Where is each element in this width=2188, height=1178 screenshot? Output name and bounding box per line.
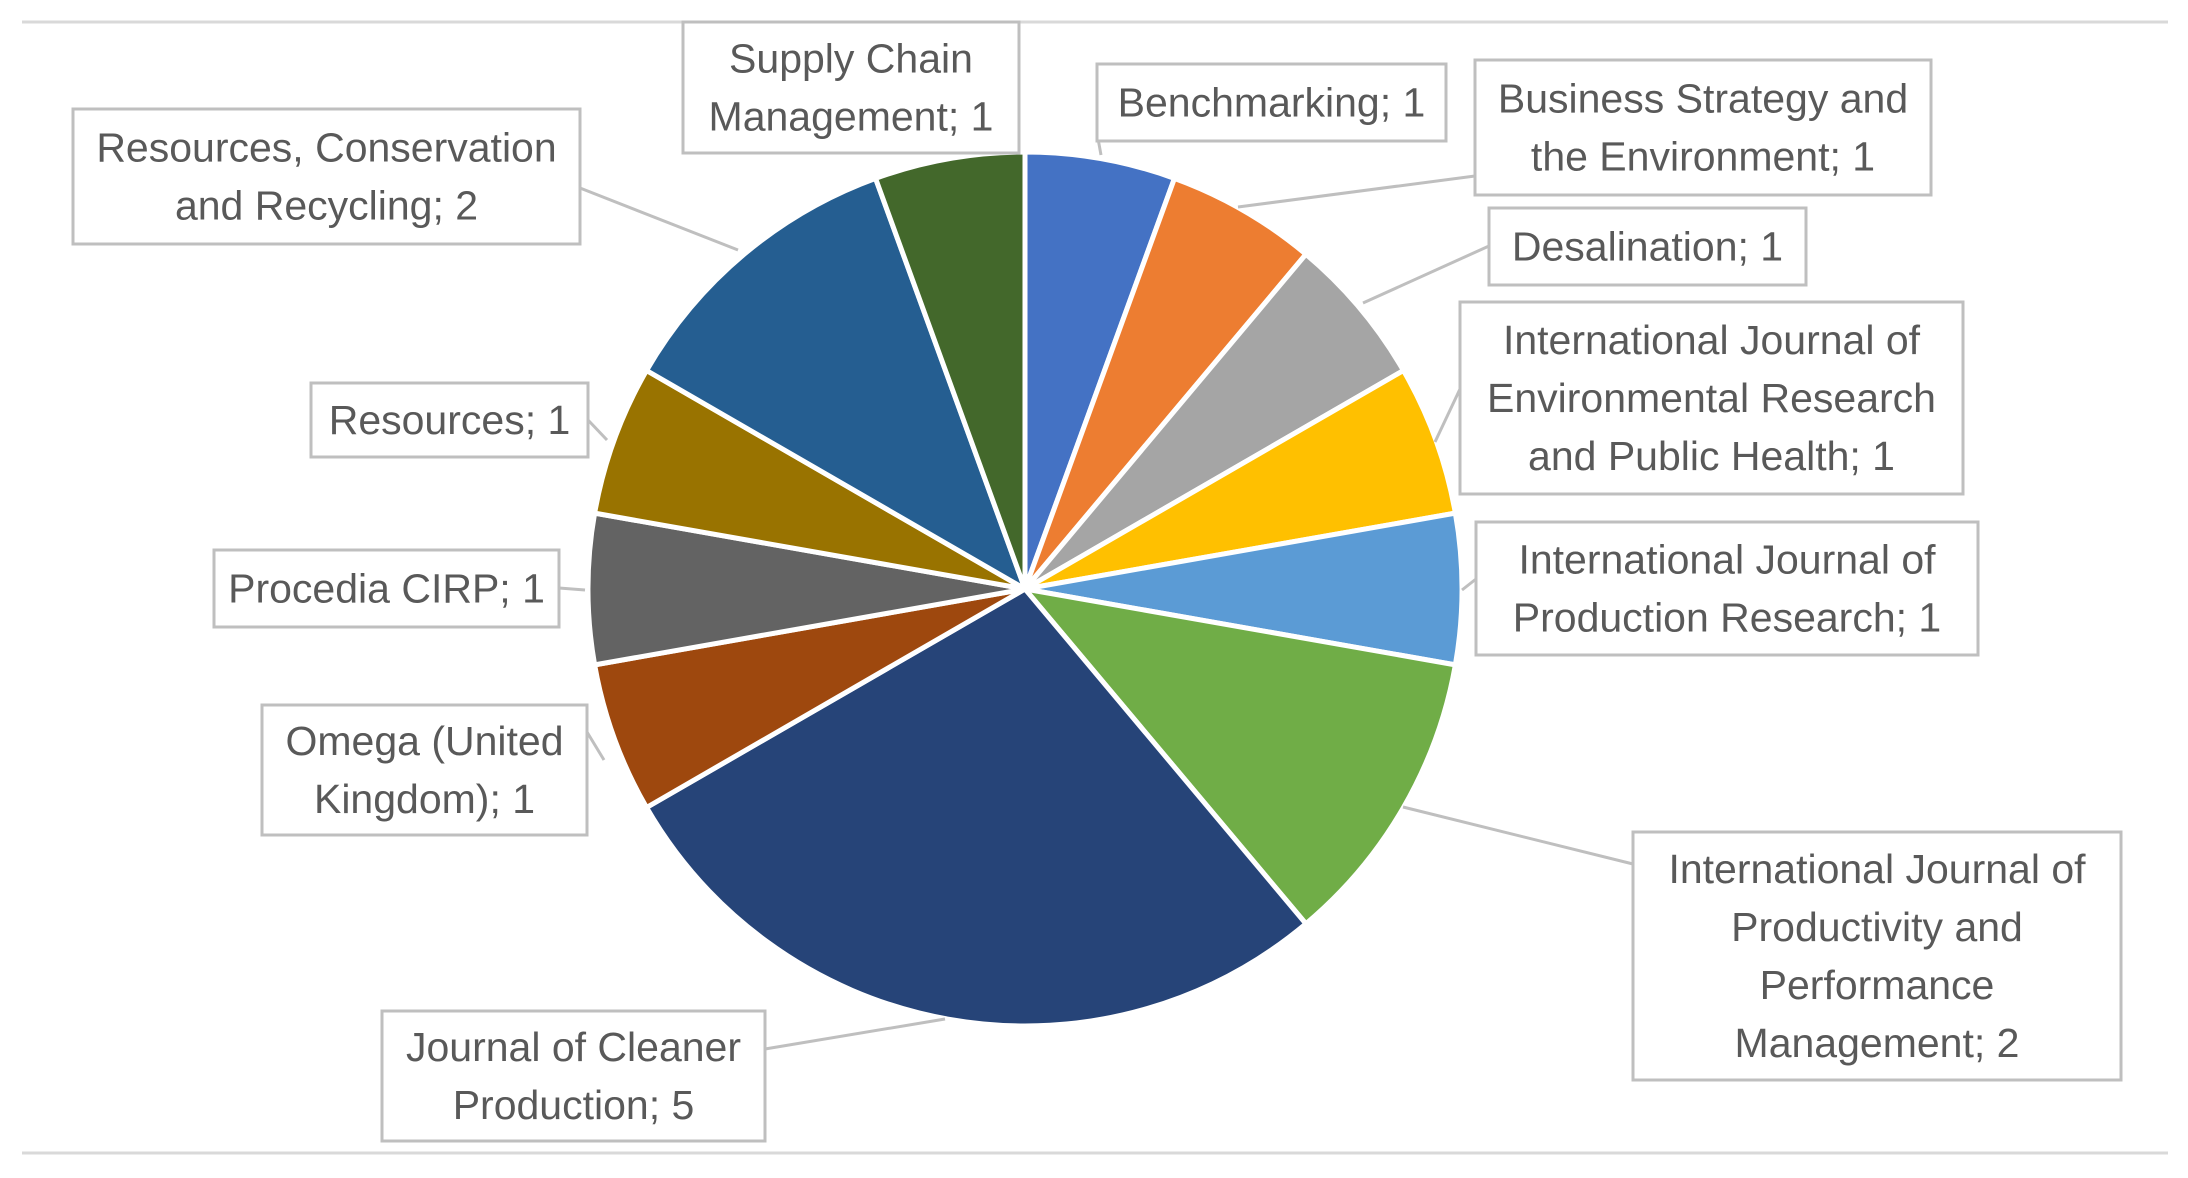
label-line: Resources; 1 — [329, 397, 571, 443]
label-text-7: Journal of Cleaner Production; 5 — [406, 1024, 741, 1128]
label-text-8: Omega (United Kingdom); 1 — [285, 718, 563, 822]
leader-line-8 — [585, 731, 606, 761]
label-line: Desalination; 1 — [1512, 224, 1783, 270]
label-line: Benchmarking; 1 — [1118, 80, 1426, 126]
label-text-5: International Journal of Production Resea… — [1513, 537, 1941, 641]
leader-line-5 — [1461, 577, 1477, 592]
label-box-12 — [681, 20, 1021, 155]
label-line: Procedia CIRP; 1 — [228, 566, 545, 612]
label-line: and Public Health; 1 — [1528, 433, 1895, 479]
label-text-2: Business Strategy and the Environment; 1 — [1498, 76, 1908, 180]
pie-slice-8 — [592, 586, 1028, 810]
pie-slices — [585, 149, 1465, 1029]
label-line: International Journal of — [1518, 537, 1936, 583]
label-box-4 — [1458, 300, 1965, 496]
label-line: Performance — [1760, 962, 1995, 1008]
label-line: Resources, Conservation — [96, 125, 556, 171]
label-text-11: Resources, Conservation and Recycling; 2 — [96, 125, 556, 229]
label-line: Management; 1 — [709, 94, 994, 140]
data-label-1: Benchmarking; 1 — [1095, 62, 1448, 156]
data-label-2: Business Strategy and the Environment; 1 — [1237, 58, 1933, 209]
label-line: Supply Chain — [729, 36, 973, 82]
pie-slice-9 — [585, 510, 1028, 668]
label-line: Environmental Research — [1487, 375, 1936, 421]
leader-line-11 — [579, 186, 739, 252]
data-label-10: Resources; 1 — [309, 381, 609, 459]
label-line: International Journal of — [1503, 317, 1921, 363]
leader-line-6 — [1402, 805, 1634, 866]
label-box-1 — [1095, 62, 1448, 143]
data-label-3: Desalination; 1 — [1362, 206, 1808, 305]
data-label-11: Resources, Conservation and Recycling; 2 — [71, 107, 739, 252]
label-text-4: International Journal of Environmental Re… — [1487, 317, 1936, 479]
label-box-7 — [380, 1009, 767, 1143]
label-box-9 — [212, 548, 561, 629]
label-line: Journal of Cleaner — [406, 1024, 741, 1070]
pie-slice-11 — [644, 175, 1028, 592]
label-line: Business Strategy and — [1498, 76, 1908, 122]
pie-slice-12 — [873, 149, 1028, 592]
leader-line-10 — [586, 418, 609, 442]
pie-data-labels: Benchmarking; 1 Business Strategy and the … — [71, 20, 2123, 1143]
label-line: and Recycling; 2 — [175, 183, 478, 229]
data-label-5: International Journal of Production Resea… — [1461, 520, 1980, 657]
leader-line-2 — [1237, 174, 1476, 209]
label-line: Production; 5 — [453, 1082, 695, 1128]
label-text-9: Procedia CIRP; 1 — [228, 566, 545, 612]
label-line: Kingdom); 1 — [314, 776, 535, 822]
data-label-8: Omega (United Kingdom); 1 — [260, 703, 606, 837]
label-box-6 — [1631, 830, 2123, 1082]
pie-slice-3 — [1022, 251, 1406, 592]
data-label-12: Supply Chain Management; 1 — [681, 20, 1021, 155]
data-label-9: Procedia CIRP; 1 — [212, 548, 586, 629]
label-text-1: Benchmarking; 1 — [1118, 80, 1426, 126]
pie-slice-7 — [644, 586, 1309, 1029]
leader-line-4 — [1433, 388, 1462, 443]
leader-line-3 — [1362, 244, 1490, 305]
label-box-2 — [1473, 58, 1933, 197]
label-text-6: International Journal of Productivity and… — [1668, 846, 2086, 1066]
label-line: the Environment; 1 — [1531, 134, 1875, 180]
label-line: International Journal of — [1668, 846, 2086, 892]
leader-line-7 — [764, 1017, 946, 1051]
data-label-7: Journal of Cleaner Production; 5 — [380, 1009, 946, 1143]
leader-line-9 — [558, 586, 586, 592]
label-box-5 — [1474, 520, 1980, 657]
label-box-10 — [309, 381, 590, 459]
label-text-3: Desalination; 1 — [1512, 224, 1783, 270]
pie-slice-2 — [1022, 175, 1309, 592]
label-text-12: Supply Chain Management; 1 — [709, 36, 994, 140]
label-line: Omega (United — [285, 718, 563, 764]
label-box-3 — [1487, 206, 1808, 287]
data-label-4: International Journal of Environmental Re… — [1433, 300, 1965, 496]
label-line: Management; 2 — [1735, 1020, 2020, 1066]
label-line: Productivity and — [1731, 904, 2023, 950]
label-text-10: Resources; 1 — [329, 397, 571, 443]
data-label-6: International Journal of Productivity and… — [1402, 805, 2123, 1082]
label-line: Production Research; 1 — [1513, 595, 1941, 641]
pie-slice-10 — [592, 368, 1028, 592]
label-box-8 — [260, 703, 589, 837]
label-box-11 — [71, 107, 582, 246]
